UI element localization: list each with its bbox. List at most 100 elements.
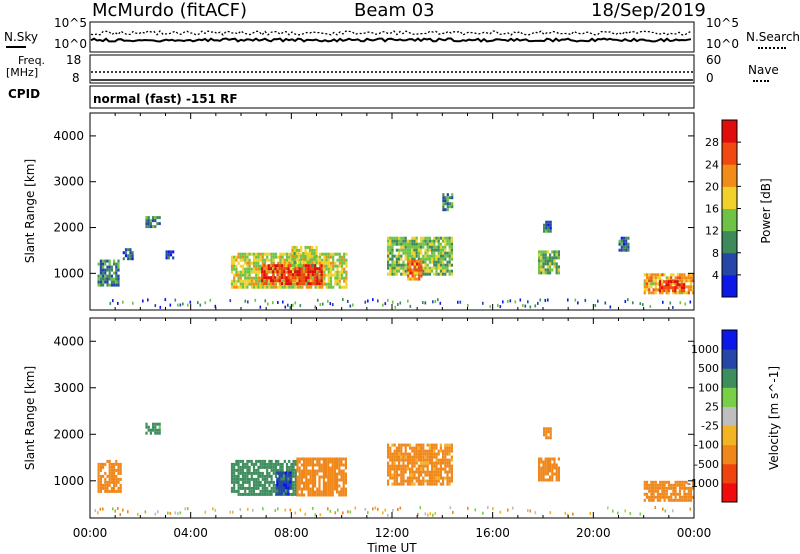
velocity-echo-cell <box>325 463 328 467</box>
power-echo-cell <box>391 248 394 252</box>
power-echo-cell <box>325 273 328 277</box>
velocity-echo-cell <box>259 471 262 475</box>
power-echo-cell <box>446 251 449 255</box>
power-echo-cell <box>285 255 289 259</box>
power-echo-cell <box>255 252 258 256</box>
velocity-echo-cell <box>435 443 438 447</box>
velocity-echo-cell <box>417 452 420 456</box>
power-echo-cell <box>546 265 549 269</box>
power-echo-cell <box>433 236 436 240</box>
velocity-echo-cell <box>692 480 695 484</box>
velocity-echo-cell <box>278 483 281 487</box>
power-echo-cell <box>293 263 296 267</box>
velocity-echo-cell <box>402 455 405 459</box>
power-echo-cell <box>241 285 245 289</box>
power-echo-cell <box>108 271 111 275</box>
noise-panel-frame <box>89 21 695 53</box>
power-echo-cell <box>553 262 556 266</box>
velocity-echo-cell <box>282 471 285 475</box>
power-echo-cell <box>676 283 679 287</box>
power-echo-cell <box>147 222 150 226</box>
power-echo-cell <box>676 280 679 284</box>
power-echo-cell <box>435 266 438 270</box>
power-ground-scatter <box>332 303 334 307</box>
power-echo-cell <box>387 266 390 270</box>
power-echo-cell <box>678 289 681 293</box>
velocity-echo-cell <box>648 489 651 493</box>
power-echo-cell <box>446 199 449 203</box>
power-echo-cell <box>345 276 348 280</box>
velocity-echo-cell <box>318 463 321 467</box>
power-echo-cell <box>345 264 348 268</box>
power-echo-cell <box>433 272 436 276</box>
power-echo-cell <box>391 239 394 243</box>
power-echo-cell <box>549 229 552 233</box>
power-echo-cell <box>645 276 649 280</box>
power-echo-cell <box>387 251 390 255</box>
power-echo-cell <box>259 252 262 256</box>
power-echo-cell <box>306 260 309 264</box>
power-echo-cell <box>692 285 695 289</box>
power-echo-cell <box>439 266 442 270</box>
velocity-echo-cell <box>400 467 403 471</box>
power-echo-cell <box>542 253 545 257</box>
velocity-echo-cell <box>439 464 442 468</box>
power-echo-cell <box>415 268 419 272</box>
power-echo-cell <box>689 282 693 286</box>
power-echo-cell <box>332 264 335 268</box>
power-echo-cell <box>263 261 267 265</box>
power-echo-cell <box>311 248 314 252</box>
power-echo-cell <box>549 223 552 227</box>
velocity-ground-scatter <box>419 506 422 510</box>
velocity-echo-cell <box>667 486 671 490</box>
power-echo-cell <box>553 265 556 269</box>
power-echo-cell <box>538 256 541 260</box>
velocity-echo-cell <box>237 477 240 481</box>
velocity-ground-scatter <box>449 506 452 510</box>
power-echo-cell <box>551 256 554 260</box>
power-echo-cell <box>437 260 440 264</box>
power-echo-cell <box>314 258 317 262</box>
velocity-echo-cell <box>435 455 438 459</box>
power-echo-cell <box>294 279 297 283</box>
velocity-echo-cell <box>650 480 653 484</box>
velocity-echo-cell <box>411 470 414 474</box>
power-echo-cell <box>329 270 333 274</box>
velocity-echo-cell <box>393 479 396 483</box>
velocity-echo-cell <box>672 498 675 502</box>
power-echo-cell <box>442 251 445 255</box>
velocity-ground-scatter <box>564 511 567 515</box>
power-echo-cell <box>266 255 269 259</box>
power-echo-cell <box>544 259 547 263</box>
velocity-echo-cell <box>305 472 308 476</box>
velocity-ground-scatter <box>367 511 369 515</box>
velocity-echo-cell <box>342 487 345 491</box>
velocity-echo-cell <box>409 479 412 483</box>
velocity-echo-cell <box>296 490 299 494</box>
power-echo-cell <box>250 252 253 256</box>
velocity-echo-cell <box>433 482 436 486</box>
velocity-echo-cell <box>336 484 339 488</box>
power-echo-cell <box>428 245 431 249</box>
velocity-echo-cell <box>261 489 264 493</box>
power-echo-cell <box>259 279 262 283</box>
power-echo-cell <box>448 254 451 258</box>
velocity-echo-cell <box>154 425 157 429</box>
power-echo-cell <box>446 260 449 264</box>
power-echo-cell <box>102 259 105 263</box>
power-echo-cell <box>674 286 677 290</box>
velocity-echo-cell <box>316 469 319 473</box>
power-echo-cell <box>553 256 556 260</box>
velocity-echo-cell <box>280 477 283 481</box>
velocity-echo-cell <box>117 477 120 481</box>
power-echo-cell <box>652 288 655 292</box>
power-echo-cell <box>345 261 348 265</box>
velocity-echo-cell <box>433 449 436 453</box>
power-ground-scatter <box>409 304 412 308</box>
velocity-echo-cell <box>674 483 677 487</box>
velocity-ground-scatter <box>392 508 394 512</box>
power-ground-scatter <box>317 298 319 302</box>
power-echo-cell <box>270 258 273 262</box>
power-echo-cell <box>622 245 626 249</box>
velocity-echo-cell <box>296 466 299 470</box>
